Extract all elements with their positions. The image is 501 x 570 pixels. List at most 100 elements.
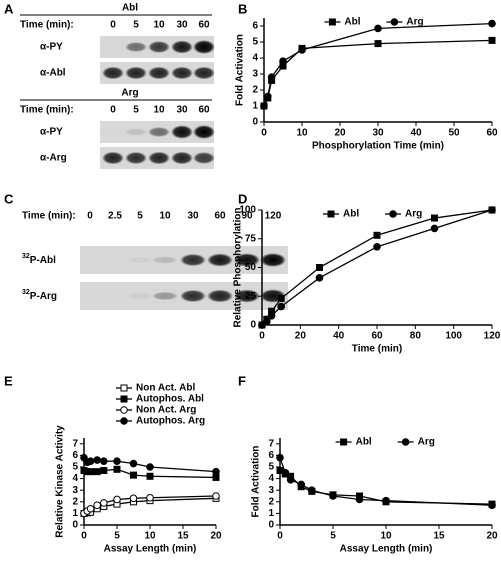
marker <box>373 243 381 251</box>
row-label: 32P-Arg <box>22 289 57 302</box>
marker <box>355 495 364 504</box>
row-label: α-PY <box>40 127 63 138</box>
marker <box>113 457 121 466</box>
y-tick-label: 5 <box>252 37 258 48</box>
x-tick-label: 120 <box>484 331 501 342</box>
x-axis-label: Phosphorylation Time (min) <box>312 141 444 152</box>
y-tick-label: 100 <box>239 205 256 216</box>
lane-label: 0 <box>110 20 116 31</box>
legend-label: Autophos. Arg <box>136 416 205 427</box>
blot-band <box>125 42 147 52</box>
panel-letter: C <box>4 191 14 206</box>
legend-marker <box>327 210 335 218</box>
blot-band <box>148 127 170 137</box>
marker <box>488 501 496 510</box>
legend-label: Abl <box>356 437 372 448</box>
marker <box>100 457 108 466</box>
blot-band <box>260 253 286 267</box>
lane-label: 5 <box>133 105 139 116</box>
lane-label: 5 <box>137 211 143 222</box>
blot-band <box>127 256 153 264</box>
blot-band <box>171 151 193 165</box>
time-label: Time (min): <box>20 20 74 31</box>
lane-label: 60 <box>214 211 226 222</box>
marker <box>212 492 220 500</box>
marker <box>262 317 271 326</box>
y-tick-label: 5 <box>72 462 78 473</box>
marker <box>130 471 137 479</box>
y-tick-label: 1 <box>252 101 258 112</box>
x-tick-label: 100 <box>445 331 462 342</box>
x-tick-label: 10 <box>296 128 308 139</box>
y-tick-label: 50 <box>245 262 257 273</box>
blot-band <box>171 125 193 139</box>
lane-label: 60 <box>198 20 210 31</box>
marker <box>374 24 382 33</box>
panel-letter: F <box>238 373 246 388</box>
time-label: Time (min): <box>20 105 74 116</box>
series-line <box>261 209 493 326</box>
marker <box>488 36 496 44</box>
marker <box>146 463 154 471</box>
legend-label: Autophos. Abl <box>136 394 204 405</box>
x-tick-label: 0 <box>259 331 265 342</box>
x-tick-label: 20 <box>486 531 498 542</box>
blot-band <box>152 256 178 264</box>
blot-title: Arg <box>121 88 138 99</box>
y-tick-label: 75 <box>245 233 257 244</box>
legend-marker <box>120 384 128 392</box>
x-tick-label: 40 <box>410 128 422 139</box>
blot-band <box>125 128 147 136</box>
marker <box>308 486 316 495</box>
isotope: 32 <box>22 289 30 296</box>
y-axis-label: Fold Activation <box>235 34 246 106</box>
legend-label: Non Act. Arg <box>136 405 196 416</box>
lane-label: 5 <box>133 20 139 31</box>
lane-label: 2.5 <box>108 211 122 222</box>
row-name: P-Abl <box>30 255 56 266</box>
x-axis-label: Assay Length (min) <box>340 544 433 555</box>
x-tick-label: 20 <box>295 331 307 342</box>
blot-band <box>193 40 215 54</box>
y-tick-label: 6 <box>268 450 274 461</box>
y-tick-label: 4 <box>252 53 258 64</box>
blot-band <box>207 253 233 267</box>
blot-band <box>125 66 147 80</box>
legend-label: Non Act. Abl <box>136 383 195 394</box>
legend-marker <box>120 406 128 414</box>
y-tick-label: 2 <box>268 496 274 507</box>
x-tick-label: 15 <box>433 531 445 542</box>
y-tick-label: 0 <box>268 520 274 531</box>
x-tick-label: 50 <box>448 128 460 139</box>
x-tick-label: 0 <box>81 531 87 542</box>
series-line <box>263 22 493 107</box>
blot-band <box>148 41 170 53</box>
blot-band <box>193 152 215 164</box>
blot-band <box>102 66 124 80</box>
marker <box>431 214 438 222</box>
blot-band <box>180 253 206 267</box>
isotope: 32 <box>22 253 30 260</box>
marker <box>113 495 121 504</box>
marker <box>93 456 101 464</box>
legend-marker <box>120 395 128 403</box>
blot-band <box>234 289 260 303</box>
panel-letter: D <box>238 191 247 206</box>
x-tick-label: 60 <box>486 128 498 139</box>
y-tick-label: 7 <box>72 438 78 449</box>
blot-band <box>193 125 215 139</box>
y-tick-label: 1 <box>72 508 78 519</box>
y-tick-label: 7 <box>268 438 274 449</box>
marker <box>329 492 337 500</box>
marker <box>93 468 101 476</box>
y-tick-label: 1 <box>268 508 274 519</box>
series-line <box>263 39 493 107</box>
x-tick-label: 40 <box>333 331 345 342</box>
y-axis-label: Relative Kinase Activity <box>55 425 66 538</box>
marker <box>488 206 496 214</box>
blot-band <box>234 253 260 267</box>
y-tick-label: 3 <box>268 485 274 496</box>
lane-label: 10 <box>153 105 165 116</box>
x-tick-label: 20 <box>210 531 222 542</box>
marker <box>146 472 154 480</box>
